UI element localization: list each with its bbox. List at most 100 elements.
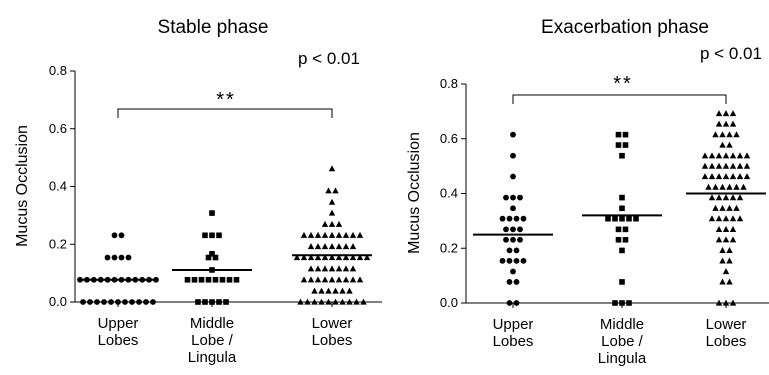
data-point-circle <box>143 299 149 305</box>
x-category-label: Lower Lobes <box>312 315 353 349</box>
data-point-triangle <box>356 254 364 261</box>
data-point-triangle <box>715 236 723 243</box>
category-label-line: Lobes <box>706 333 747 350</box>
data-point-triangle <box>708 152 716 159</box>
y-tick-label: 0.2 <box>440 240 458 255</box>
p-value-label: p < 0.01 <box>298 49 360 68</box>
data-point-triangle <box>722 152 730 159</box>
data-point-triangle <box>321 254 329 261</box>
data-point-triangle <box>328 209 336 216</box>
data-point-circle <box>125 254 132 261</box>
data-point-triangle <box>722 268 730 275</box>
data-point-triangle <box>722 120 730 127</box>
data-point-square <box>212 254 219 261</box>
data-point-square <box>195 299 201 305</box>
data-point-square <box>209 210 215 216</box>
data-point-circle <box>520 215 527 222</box>
data-point-triangle <box>328 265 336 272</box>
data-point-triangle <box>719 183 726 190</box>
data-point-triangle <box>325 298 332 305</box>
data-point-triangle <box>729 152 737 159</box>
data-point-triangle <box>297 298 304 305</box>
data-point-triangle <box>342 265 350 272</box>
data-point-triangle <box>335 254 343 261</box>
y-tick-label: 0.4 <box>440 186 458 201</box>
data-point-square <box>622 131 629 138</box>
data-point-triangle <box>314 265 322 272</box>
data-point-square <box>233 276 240 283</box>
data-point-triangle <box>346 298 353 305</box>
data-point-square <box>209 232 215 239</box>
data-point-triangle <box>318 298 325 305</box>
y-tick-label: 0.2 <box>49 236 67 251</box>
data-point-triangle <box>743 162 751 169</box>
data-point-circle <box>101 299 107 305</box>
data-point-circle <box>503 226 509 233</box>
x-category-label: Lower Lobes <box>706 316 747 350</box>
data-point-triangle <box>722 173 730 180</box>
data-point-triangle <box>726 204 733 211</box>
y-axis-label: Mucus Occlusion <box>14 125 31 247</box>
data-point-circle <box>510 268 516 275</box>
data-point-triangle <box>726 257 733 264</box>
data-point-triangle <box>743 173 751 180</box>
data-point-triangle <box>342 243 350 250</box>
category-label-line: Upper <box>98 315 139 332</box>
data-point-square <box>184 276 191 283</box>
category-label-line: Middle <box>600 316 644 333</box>
category-label-line: Lower <box>312 315 353 332</box>
x-category-label: Middle Lobe / Lingula <box>188 315 237 366</box>
data-point-circle <box>499 215 506 222</box>
data-point-triangle <box>733 204 740 211</box>
y-tick-label: 0.4 <box>49 179 67 194</box>
data-point-triangle <box>715 173 723 180</box>
y-tick-label: 0.6 <box>49 121 67 136</box>
data-point-circle <box>129 299 135 305</box>
data-point-triangle <box>740 183 747 190</box>
data-point-triangle <box>328 165 336 172</box>
data-point-circle <box>94 299 100 305</box>
data-point-triangle <box>300 254 308 261</box>
p-value-label: p < 0.01 <box>700 44 762 63</box>
significance-marker: ** <box>216 89 236 111</box>
data-point-triangle <box>715 110 723 117</box>
data-point-triangle <box>701 173 709 180</box>
data-point-triangle <box>349 265 357 272</box>
data-point-circle <box>506 257 513 264</box>
data-point-square <box>205 254 212 261</box>
data-point-circle <box>503 194 509 201</box>
data-point-triangle <box>733 183 740 190</box>
data-point-circle <box>111 254 118 261</box>
data-point-circle <box>150 299 156 305</box>
category-label-line: Upper <box>493 316 534 333</box>
y-tick-label: 0.6 <box>440 131 458 146</box>
data-point-triangle <box>729 299 737 306</box>
data-point-triangle <box>736 215 744 222</box>
data-point-square <box>615 142 622 148</box>
data-point-triangle <box>360 298 367 305</box>
data-point-square <box>619 194 625 201</box>
data-point-triangle <box>353 298 360 305</box>
data-point-triangle <box>708 173 716 180</box>
data-point-triangle <box>719 257 726 264</box>
panel-title: Stable phase <box>158 17 269 38</box>
data-point-circle <box>510 131 516 138</box>
data-point-triangle <box>726 247 733 254</box>
data-point-triangle <box>328 231 336 238</box>
data-point-triangle <box>736 162 744 169</box>
category-label-line: Lingula <box>188 349 237 366</box>
data-point-square <box>619 279 625 285</box>
data-point-triangle <box>314 231 322 238</box>
data-point-triangle <box>729 162 737 169</box>
data-point-circle <box>118 232 125 239</box>
category-label-line: Lingula <box>598 350 647 367</box>
data-point-triangle <box>332 187 339 194</box>
data-point-square <box>619 205 625 212</box>
data-point-triangle <box>321 265 329 272</box>
y-axis-label: Mucus Occlusion <box>406 132 423 254</box>
data-point-triangle <box>332 287 339 294</box>
data-point-circle <box>513 279 520 285</box>
data-point-square <box>619 247 625 254</box>
data-point-triangle <box>328 198 336 205</box>
